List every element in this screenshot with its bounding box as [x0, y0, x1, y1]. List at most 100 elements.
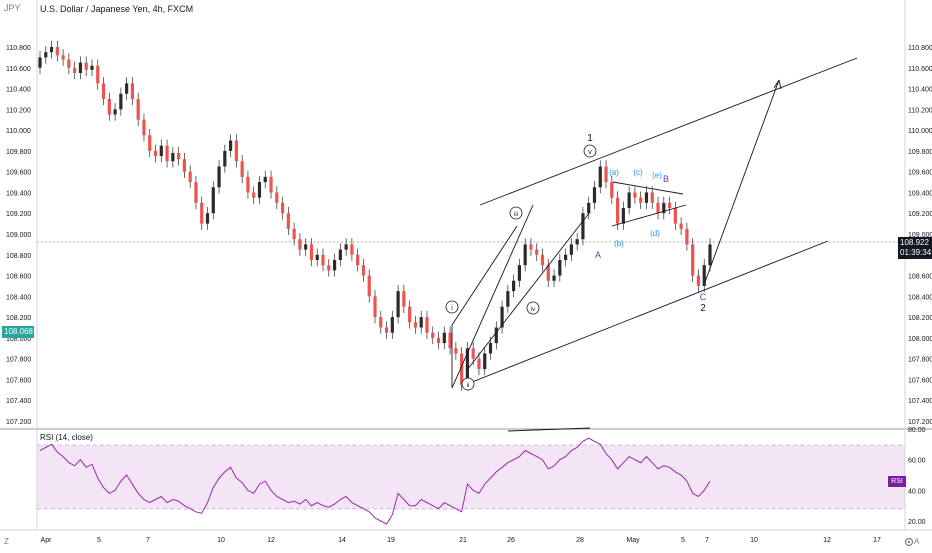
- impulse-line-4[interactable]: [466, 211, 591, 371]
- price-tick-label: 109.400: [908, 190, 932, 197]
- candle-body: [564, 254, 568, 260]
- channel-upper-line[interactable]: [479, 57, 858, 206]
- candle-body: [702, 265, 706, 286]
- wave-label: C: [700, 292, 707, 302]
- currency-corner-label: JPY: [4, 3, 21, 13]
- candle-body: [384, 327, 389, 333]
- projection-arrow-line[interactable]: [704, 79, 780, 283]
- auto-scale-button[interactable]: A: [914, 537, 920, 546]
- triangle-line-bottom[interactable]: [611, 204, 687, 227]
- candle-body: [460, 353, 464, 385]
- time-tick-label: 7: [705, 537, 709, 544]
- candle-body: [592, 187, 597, 203]
- channel-lower-line[interactable]: [461, 240, 829, 387]
- candle-body: [691, 244, 695, 276]
- price-tick-label: 109.600: [908, 170, 932, 177]
- candle-body: [130, 83, 135, 99]
- candle-body: [125, 83, 129, 94]
- price-tick-label-left: 109.000: [6, 232, 31, 239]
- rsi-tick-label: 40.00: [908, 488, 926, 495]
- candle-body: [587, 202, 591, 214]
- candle-body: [361, 265, 366, 276]
- candle-body: [321, 254, 325, 266]
- candle-body: [338, 249, 342, 260]
- candle-body: [332, 259, 337, 271]
- candle-body: [408, 306, 412, 323]
- time-tick-label: 5: [97, 537, 101, 544]
- wave-label-iv-circle: [526, 301, 540, 315]
- candle-body: [448, 332, 452, 349]
- price-tick-label: 110.000: [908, 128, 932, 135]
- impulse-line-1[interactable]: [451, 204, 534, 389]
- price-tick-label: 107.400: [908, 398, 932, 405]
- price-tick-label: 110.600: [908, 66, 932, 73]
- price-tick-label: 107.800: [908, 357, 932, 364]
- candle-body: [494, 327, 498, 344]
- symbol-title[interactable]: U.S. Dollar / Japanese Yen, 4h, FXCM: [40, 4, 194, 14]
- candle-body: [656, 202, 660, 214]
- candle-body: [454, 348, 458, 354]
- price-tick-label-left: 109.800: [6, 149, 31, 156]
- candle-body: [96, 65, 100, 84]
- candle-body: [61, 55, 65, 60]
- candle-body: [512, 280, 516, 292]
- price-tick-label-left: 109.400: [6, 190, 31, 197]
- candle-body: [615, 197, 620, 224]
- candle-body: [627, 192, 631, 209]
- candle-body: [471, 348, 475, 359]
- candle-body: [223, 150, 227, 167]
- price-tick-label-left: 108.800: [6, 253, 31, 260]
- candle-body: [350, 244, 354, 255]
- price-tick-label-left: 110.000: [6, 128, 31, 135]
- candle-body: [431, 332, 435, 338]
- candle-body: [436, 337, 441, 344]
- rsi-title[interactable]: RSI (14, close): [40, 433, 93, 442]
- candle-body: [292, 228, 296, 240]
- wave-label: (a): [609, 168, 619, 177]
- candle-body: [153, 150, 158, 157]
- price-tick-label-left: 107.800: [6, 357, 31, 364]
- wave-label: A: [595, 250, 601, 260]
- candle-body: [200, 202, 204, 224]
- time-tick-label: 28: [576, 537, 584, 544]
- price-tick-label-left: 109.600: [6, 170, 31, 177]
- candle-body: [269, 176, 273, 193]
- candle-body: [315, 254, 319, 260]
- time-tick-label: 12: [823, 537, 831, 544]
- wave-label: (b): [614, 239, 624, 248]
- time-axis[interactable]: Apr 5 7 10 12 14 19 21 26 28 May 5 7 10 12 17: [41, 537, 881, 544]
- price-tick-label-left: 107.200: [6, 419, 31, 426]
- triangle-line-top[interactable]: [612, 181, 684, 195]
- candle-body: [344, 244, 348, 250]
- candle-body: [379, 317, 383, 328]
- candle-body: [465, 348, 470, 385]
- candle-body: [667, 202, 672, 209]
- price-tick-label-left: 108.200: [6, 315, 31, 322]
- candle-body: [148, 135, 152, 151]
- candle-body: [477, 358, 481, 370]
- impulse-line-3[interactable]: [451, 225, 518, 326]
- candle-body: [529, 244, 533, 250]
- candle-body: [552, 275, 556, 281]
- price-tick-label: 110.400: [908, 87, 932, 94]
- candle-body: [367, 275, 371, 297]
- candle-body: [205, 213, 210, 224]
- zoom-mode-button[interactable]: Z: [4, 537, 9, 546]
- candle-body: [107, 98, 111, 115]
- wave-label: iii: [514, 212, 518, 218]
- candle-body: [581, 213, 585, 240]
- candle-body: [44, 52, 48, 58]
- rsi-trendline[interactable]: [507, 427, 591, 432]
- candle-body: [569, 244, 573, 255]
- candle-body: [685, 228, 689, 245]
- candle-body: [696, 275, 701, 286]
- candle-body: [708, 244, 712, 266]
- settings-gear-icon[interactable]: [903, 535, 915, 547]
- price-tick-label-left: 110.600: [6, 66, 31, 73]
- last-price-badge: 108.922 01:39:34: [898, 237, 932, 259]
- candle-body: [182, 159, 186, 172]
- candle-body: [73, 67, 77, 73]
- candle-body: [38, 57, 42, 68]
